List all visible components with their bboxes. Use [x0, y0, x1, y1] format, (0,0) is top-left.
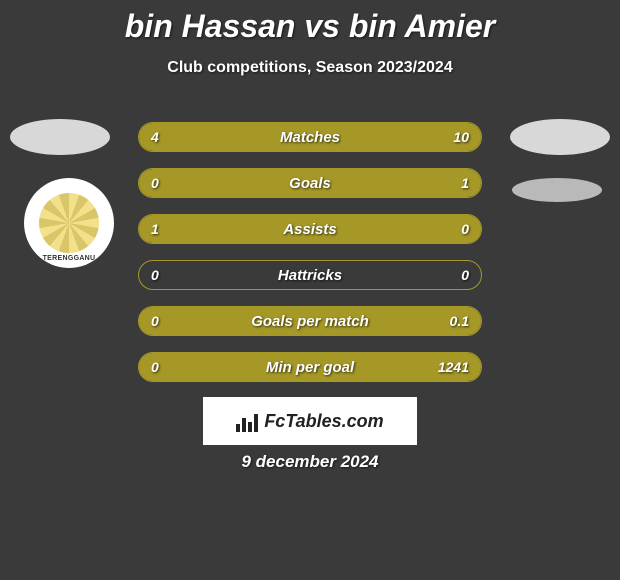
- brand-text: FcTables.com: [264, 411, 383, 432]
- stat-value-right: 1241: [438, 353, 469, 381]
- left-player-avatar: [10, 119, 110, 155]
- stat-value-left: 0: [151, 169, 159, 197]
- brand-chart-icon: [236, 410, 258, 432]
- stat-label: Matches: [139, 123, 481, 151]
- page-title: bin Hassan vs bin Amier: [0, 0, 620, 45]
- stat-label: Min per goal: [139, 353, 481, 381]
- page-subtitle: Club competitions, Season 2023/2024: [0, 59, 620, 77]
- date-label: 9 december 2024: [0, 452, 620, 472]
- stat-label: Assists: [139, 215, 481, 243]
- stat-value-right: 0.1: [450, 307, 469, 335]
- stat-value-right: 1: [461, 169, 469, 197]
- brand-box: FcTables.com: [203, 397, 417, 445]
- right-club-logo: [512, 178, 602, 202]
- left-club-logo: TERENGGANU: [24, 178, 114, 268]
- stat-row: Hattricks0 0: [138, 260, 482, 290]
- stat-row: Goals0 1: [138, 168, 482, 198]
- stat-row: Goals per match0 0.1: [138, 306, 482, 336]
- stat-value-right: 10: [453, 123, 469, 151]
- stat-label: Goals: [139, 169, 481, 197]
- stat-value-right: 0: [461, 261, 469, 289]
- stat-label: Hattricks: [139, 261, 481, 289]
- stat-row: Matches4 10: [138, 122, 482, 152]
- stat-row: Min per goal0 1241: [138, 352, 482, 382]
- club-crest-icon: [39, 193, 99, 253]
- stat-value-left: 4: [151, 123, 159, 151]
- club-logo-label: TERENGGANU: [43, 255, 96, 262]
- stat-value-left: 0: [151, 307, 159, 335]
- stat-value-left: 0: [151, 353, 159, 381]
- stats-container: Matches410Goals01Assists10Hattricks00Goa…: [138, 122, 482, 398]
- stat-row: Assists1 0: [138, 214, 482, 244]
- stat-value-left: 1: [151, 215, 159, 243]
- stat-value-right: 0: [461, 215, 469, 243]
- right-player-avatar: [510, 119, 610, 155]
- stat-label: Goals per match: [139, 307, 481, 335]
- stat-value-left: 0: [151, 261, 159, 289]
